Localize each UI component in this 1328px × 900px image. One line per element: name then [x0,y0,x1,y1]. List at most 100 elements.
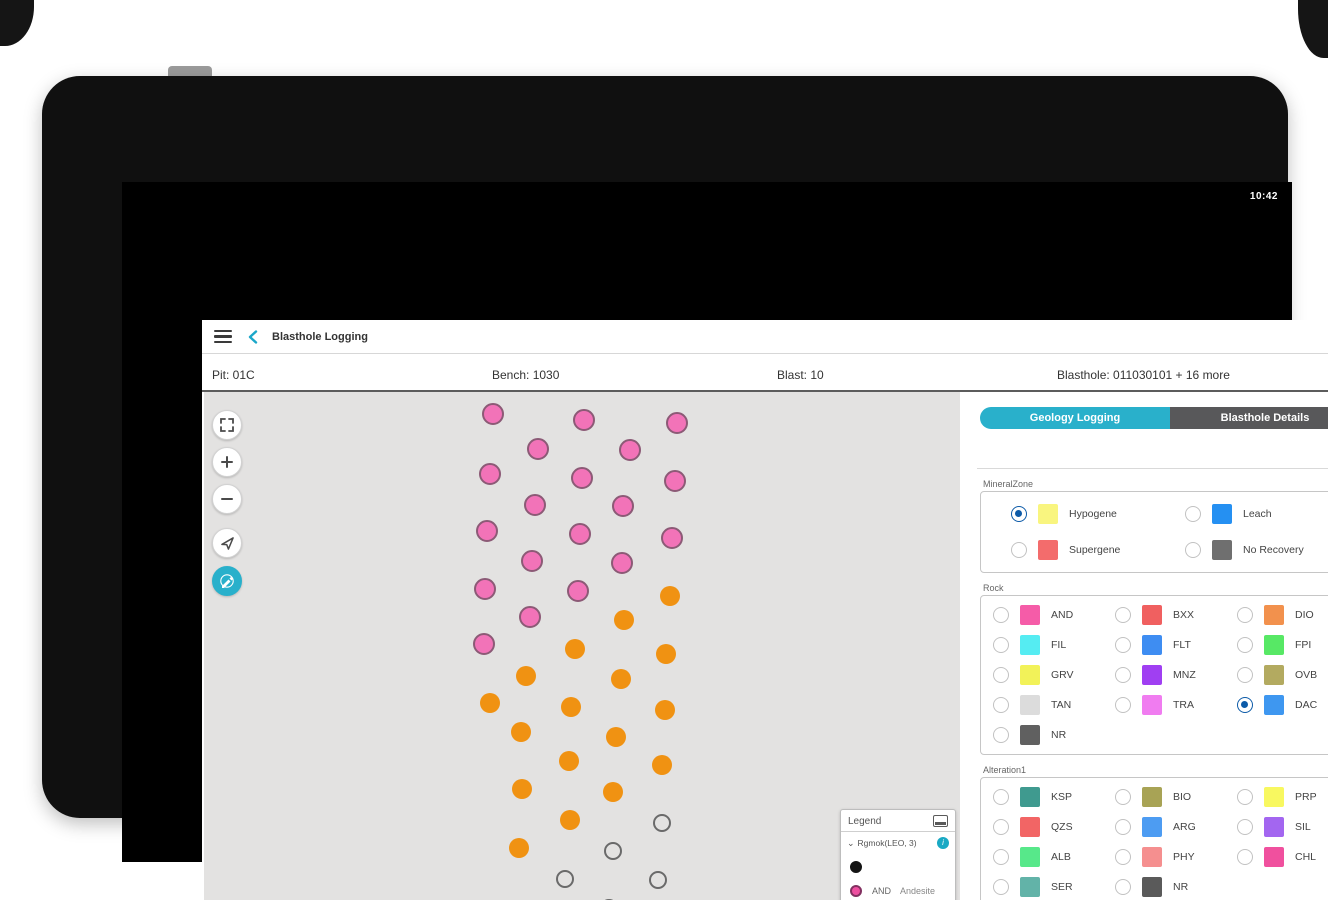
radio-fpi[interactable] [1237,637,1253,653]
radio-ovb[interactable] [1237,667,1253,683]
radio-grv[interactable] [993,667,1009,683]
option-grv[interactable]: GRV [993,660,1115,690]
radio-bxx[interactable] [1115,607,1131,623]
menu-icon[interactable] [214,327,232,347]
option-qzs[interactable]: QZS [993,812,1115,842]
option-chl[interactable]: CHL [1237,842,1328,872]
blasthole-dot-pink[interactable] [569,523,591,545]
option-prp[interactable]: PRP [1237,782,1328,812]
radio-chl[interactable] [1237,849,1253,865]
blasthole-dot-pink[interactable] [476,520,498,542]
option-alb[interactable]: ALB [993,842,1115,872]
option-bxx[interactable]: BXX [1115,600,1237,630]
option-leach[interactable]: Leach [1185,496,1328,532]
blasthole-dot-pink[interactable] [479,463,501,485]
zoom-in-button[interactable] [212,447,242,477]
blasthole-dot-orange[interactable] [614,610,634,630]
blasthole-dot-orange[interactable] [559,751,579,771]
option-ksp[interactable]: KSP [993,782,1115,812]
radio-hypogene[interactable] [1011,506,1027,522]
blasthole-dot-orange[interactable] [603,782,623,802]
radio-dio[interactable] [1237,607,1253,623]
option-fil[interactable]: FIL [993,630,1115,660]
blasthole-dot-hollow[interactable] [649,871,667,889]
option-tra[interactable]: TRA [1115,690,1237,720]
blasthole-dot-pink[interactable] [664,470,686,492]
blasthole-dot-pink[interactable] [474,578,496,600]
option-fpi[interactable]: FPI [1237,630,1328,660]
blasthole-dot-orange[interactable] [561,697,581,717]
blasthole-dot-pink[interactable] [571,467,593,489]
blasthole-dot-orange[interactable] [516,666,536,686]
blasthole-dot-hollow[interactable] [653,814,671,832]
option-hypogene[interactable]: Hypogene [1011,496,1185,532]
edit-mode-button[interactable] [212,566,242,596]
option-nr[interactable]: NR [1115,872,1237,900]
blasthole-dot-orange[interactable] [480,693,500,713]
radio-alb[interactable] [993,849,1009,865]
blasthole-dot-orange[interactable] [655,700,675,720]
blasthole-dot-orange[interactable] [565,639,585,659]
option-sil[interactable]: SIL [1237,812,1328,842]
option-nr[interactable]: NR [993,720,1115,750]
radio-supergene[interactable] [1011,542,1027,558]
radio-and[interactable] [993,607,1009,623]
back-icon[interactable] [248,329,258,344]
blasthole-dot-pink[interactable] [524,494,546,516]
blasthole-dot-pink[interactable] [473,633,495,655]
option-dio[interactable]: DIO [1237,600,1328,630]
radio-bio[interactable] [1115,789,1131,805]
blasthole-dot-pink[interactable] [521,550,543,572]
option-bio[interactable]: BIO [1115,782,1237,812]
option-no-recovery[interactable]: No Recovery [1185,532,1328,568]
fit-view-button[interactable] [212,410,242,440]
blasthole-dot-orange[interactable] [611,669,631,689]
radio-prp[interactable] [1237,789,1253,805]
blasthole-dot-pink[interactable] [666,412,688,434]
blasthole-dot-pink[interactable] [619,439,641,461]
option-ovb[interactable]: OVB [1237,660,1328,690]
blasthole-dot-orange[interactable] [560,810,580,830]
legend-layer-row[interactable]: ⌄ Rgmok(LEO, 3) i [841,832,955,853]
radio-qzs[interactable] [993,819,1009,835]
radio-ksp[interactable] [993,789,1009,805]
radio-no-recovery[interactable] [1185,542,1201,558]
tab-geology-logging[interactable]: Geology Logging [980,407,1170,429]
blasthole-dot-hollow[interactable] [604,842,622,860]
blasthole-dot-orange[interactable] [606,727,626,747]
blasthole-dot-orange[interactable] [512,779,532,799]
blasthole-dot-pink[interactable] [573,409,595,431]
radio-fil[interactable] [993,637,1009,653]
option-ser[interactable]: SER [993,872,1115,900]
info-icon[interactable]: i [937,837,949,849]
option-flt[interactable]: FLT [1115,630,1237,660]
blasthole-dot-pink[interactable] [519,606,541,628]
blasthole-dot-hollow[interactable] [556,870,574,888]
tab-blasthole-details[interactable]: Blasthole Details [1170,407,1328,429]
option-and[interactable]: AND [993,600,1115,630]
blasthole-dot-orange[interactable] [660,586,680,606]
radio-tra[interactable] [1115,697,1131,713]
legend-window-icon[interactable] [933,815,948,827]
radio-arg[interactable] [1115,819,1131,835]
map-canvas[interactable]: 10 m 30 ft Legend ⌄ Rgmok(LEO, 3) i [204,392,960,900]
option-mnz[interactable]: MNZ [1115,660,1237,690]
zoom-out-button[interactable] [212,484,242,514]
blasthole-dot-pink[interactable] [527,438,549,460]
blasthole-dot-orange[interactable] [511,722,531,742]
radio-phy[interactable] [1115,849,1131,865]
blasthole-dot-pink[interactable] [612,495,634,517]
blasthole-dot-pink[interactable] [611,552,633,574]
blasthole-dot-orange[interactable] [509,838,529,858]
radio-nr[interactable] [1115,879,1131,895]
radio-ser[interactable] [993,879,1009,895]
option-supergene[interactable]: Supergene [1011,532,1185,568]
radio-nr[interactable] [993,727,1009,743]
blasthole-dot-pink[interactable] [661,527,683,549]
radio-tan[interactable] [993,697,1009,713]
locate-button[interactable] [212,528,242,558]
option-phy[interactable]: PHY [1115,842,1237,872]
radio-mnz[interactable] [1115,667,1131,683]
blasthole-dot-orange[interactable] [656,644,676,664]
radio-sil[interactable] [1237,819,1253,835]
